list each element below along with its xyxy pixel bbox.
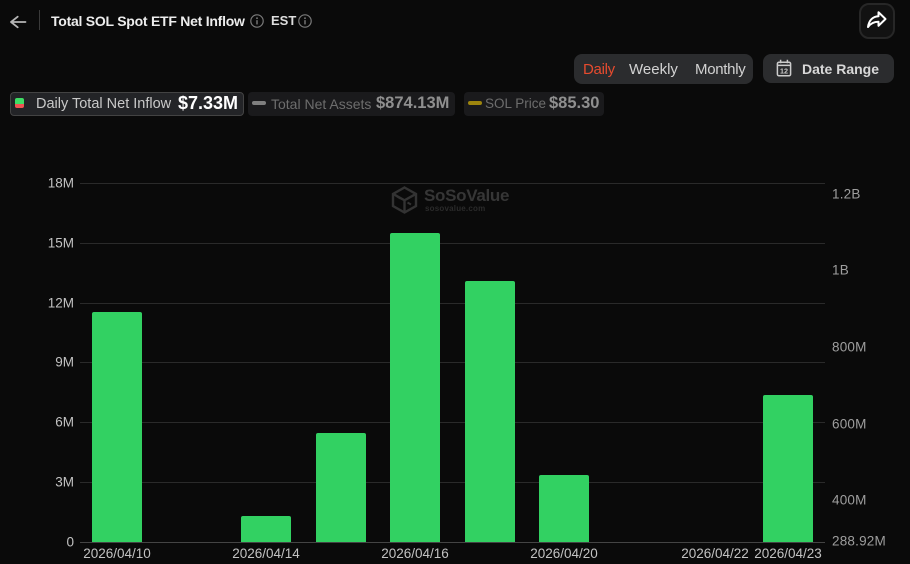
svg-text:12: 12 [780,67,788,76]
